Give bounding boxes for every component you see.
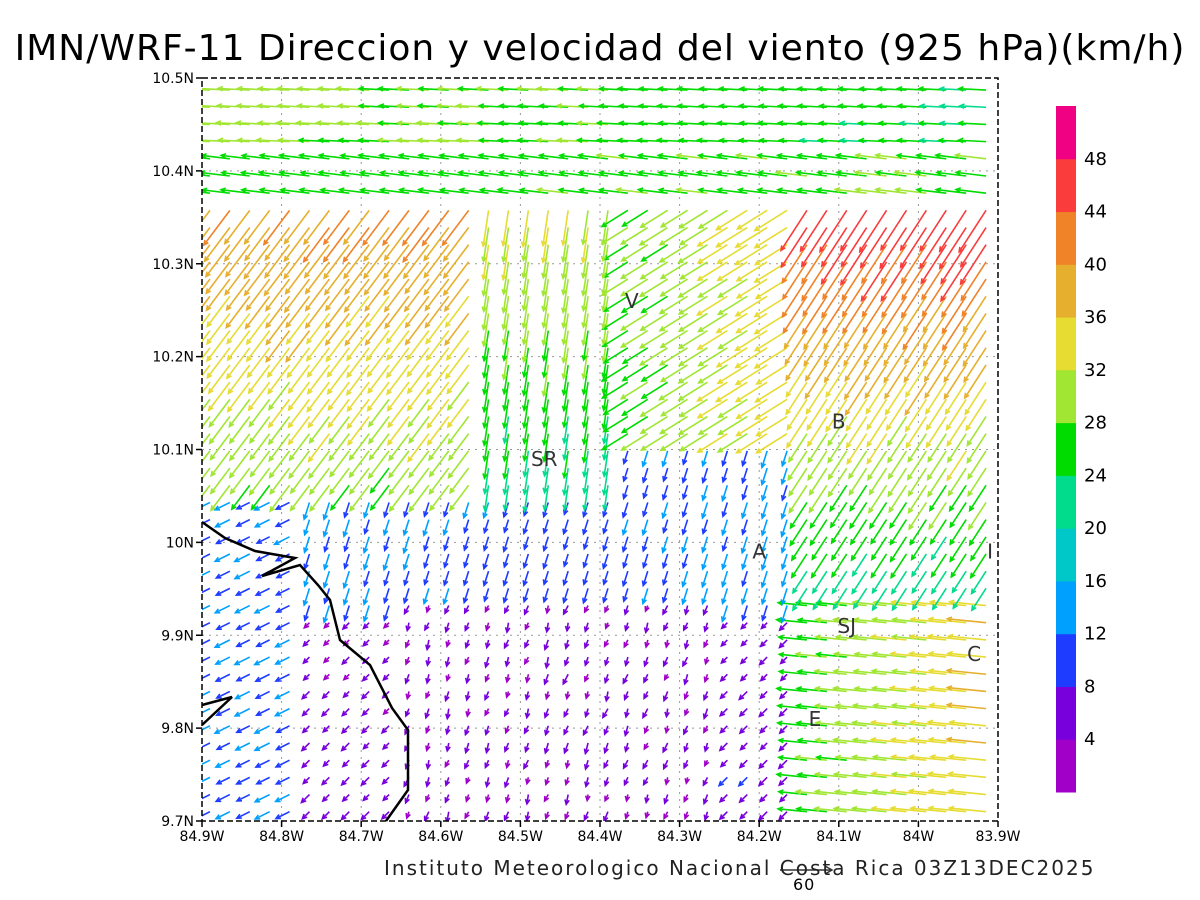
x-tick-label: 84.9W: [179, 829, 224, 845]
colorbar-label: 20: [1084, 518, 1107, 539]
colorbar-label: 28: [1084, 413, 1107, 434]
place-label: C: [967, 642, 981, 666]
colorbar-label: 36: [1084, 307, 1107, 328]
place-label: SJ: [837, 614, 856, 638]
colorbar-label: 24: [1084, 465, 1107, 486]
x-tick-label: 83.9W: [975, 829, 1020, 845]
y-tick-label: 10.3N: [152, 257, 194, 273]
y-tick-label: 10.5N: [152, 71, 194, 87]
colorbar-segment: [1056, 581, 1076, 634]
x-tick-label: 84.8W: [259, 829, 304, 845]
colorbar-label: 12: [1084, 624, 1107, 645]
place-label: B: [832, 410, 846, 434]
colorbar: 4812162024283236404448: [1056, 106, 1107, 793]
colorbar-segment: [1056, 423, 1076, 476]
colorbar-segment: [1056, 264, 1076, 317]
colorbar-label: 32: [1084, 360, 1107, 381]
colorbar-label: 8: [1084, 676, 1095, 697]
colorbar-segment: [1056, 686, 1076, 739]
place-label: V: [625, 289, 639, 313]
place-label: I: [987, 540, 993, 564]
place-label: SR: [531, 447, 558, 471]
colorbar-segment: [1056, 212, 1076, 265]
y-tick-label: 10.1N: [152, 443, 194, 459]
place-label: E: [809, 707, 822, 731]
footer-credit: Instituto Meteorologico Nacional Costa R…: [384, 856, 1095, 880]
colorbar-segment: [1056, 159, 1076, 212]
x-tick-label: 84.3W: [657, 829, 702, 845]
colorbar-segment: [1056, 106, 1076, 159]
y-tick-label: 9.8N: [161, 721, 194, 737]
colorbar-label: 16: [1084, 571, 1107, 592]
colorbar-label: 48: [1084, 149, 1107, 170]
x-tick-label: 84.1W: [816, 829, 861, 845]
x-tick-label: 84.2W: [737, 829, 782, 845]
reference-vector-label: 60: [793, 875, 815, 894]
y-tick-label: 10N: [166, 535, 194, 551]
colorbar-label: 40: [1084, 254, 1107, 275]
x-axis: 84.9W 84.8W 84.7W 84.6W 84.5W 84.4W 84.3W 84.2W…: [179, 821, 1020, 845]
colorbar-segment: [1056, 370, 1076, 423]
colorbar-segment: [1056, 317, 1076, 370]
y-axis: 9.7N 9.8N 9.9N 10N 10.1N 10.2N 10.3N 10.4N 10.5N: [152, 71, 202, 830]
place-label: A: [752, 540, 766, 564]
x-tick-label: 84.7W: [339, 829, 384, 845]
x-tick-label: 84.6W: [418, 829, 463, 845]
colorbar-segment: [1056, 475, 1076, 528]
y-tick-label: 10.2N: [152, 350, 194, 366]
y-tick-label: 9.9N: [161, 628, 194, 644]
colorbar-segment: [1056, 634, 1076, 687]
y-tick-label: 10.4N: [152, 164, 194, 180]
x-tick-label: 84.5W: [498, 829, 543, 845]
colorbar-segment: [1056, 528, 1076, 581]
colorbar-label: 4: [1084, 729, 1095, 750]
y-tick-label: 9.7N: [161, 814, 194, 830]
colorbar-segment: [1056, 739, 1076, 792]
x-tick-label: 84.4W: [577, 829, 622, 845]
colorbar-label: 44: [1084, 202, 1107, 223]
x-tick-label: 84W: [903, 829, 935, 845]
